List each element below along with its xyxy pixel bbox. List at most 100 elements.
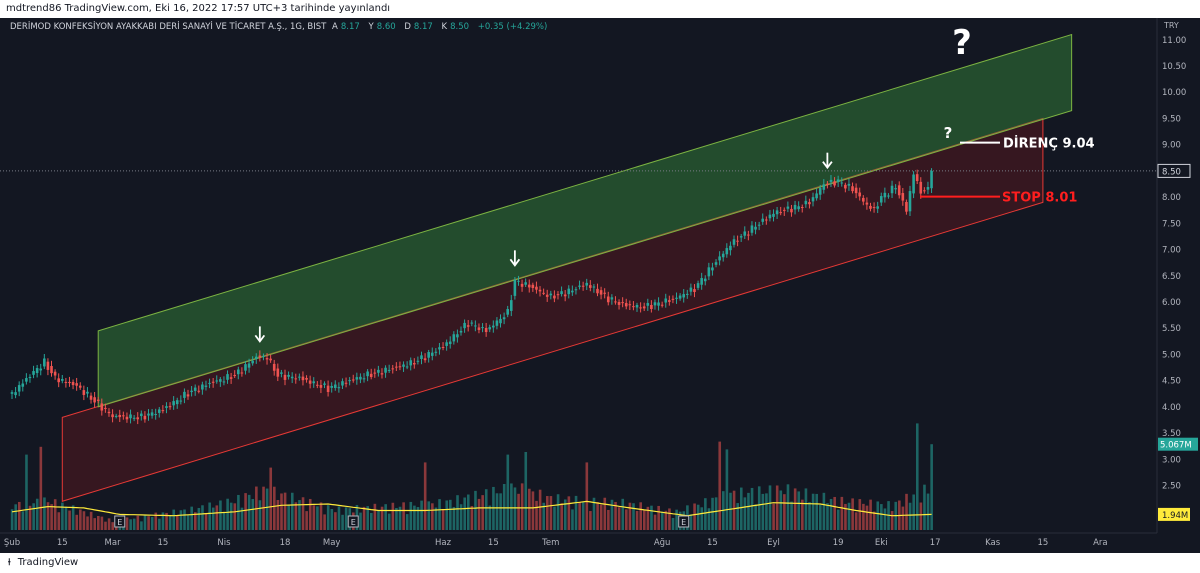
candle-body xyxy=(190,390,193,393)
volume-bar xyxy=(520,483,524,530)
volume-bar xyxy=(395,507,398,530)
candle-body xyxy=(283,374,287,380)
candle-body xyxy=(68,381,71,384)
candle-body xyxy=(316,384,319,386)
volume-bar xyxy=(668,508,671,530)
volume-bar xyxy=(596,502,599,530)
volume-bar xyxy=(402,502,405,530)
candle-body xyxy=(844,184,847,189)
volume-bar xyxy=(808,502,811,530)
volume-bar xyxy=(538,489,542,530)
candle-body xyxy=(811,197,815,202)
green-channel xyxy=(97,33,1073,408)
x-tick-label: Kas xyxy=(985,538,1001,548)
earnings-marker xyxy=(347,515,359,528)
x-tick-label: Şub xyxy=(4,538,20,548)
candle-body xyxy=(714,262,718,265)
candle-body xyxy=(60,378,64,381)
volume-bar xyxy=(707,508,711,530)
volume-bar xyxy=(585,462,589,530)
volume-bar xyxy=(104,521,107,530)
volume-bar xyxy=(829,498,833,530)
volume-bar xyxy=(301,497,305,530)
candle-body xyxy=(409,360,413,366)
legend-low: D 8.17 xyxy=(404,22,433,32)
candle-body xyxy=(82,390,86,395)
candle-body xyxy=(883,192,887,198)
candle-body xyxy=(244,364,247,371)
candle-body xyxy=(517,280,520,282)
volume-bar xyxy=(930,444,933,530)
volume-bar xyxy=(308,498,312,530)
candle-body xyxy=(840,182,844,184)
volume-bar xyxy=(140,521,143,530)
volume-bar xyxy=(247,494,251,530)
volume-bar xyxy=(750,487,754,530)
y-tick-label: 5.50 xyxy=(1162,324,1181,334)
candle-body xyxy=(829,179,833,182)
candle-body xyxy=(560,291,563,295)
volume-bar xyxy=(646,506,650,530)
volume-bar xyxy=(664,510,668,530)
volume-bar xyxy=(474,490,477,530)
candle-body xyxy=(430,352,434,356)
candle-body xyxy=(596,288,599,294)
x-tick-label: 17 xyxy=(930,538,941,548)
candle-body xyxy=(732,239,736,245)
volume-bar xyxy=(599,504,603,530)
volume-bar xyxy=(883,508,887,530)
candle-body xyxy=(502,317,506,320)
candle-body xyxy=(290,376,294,379)
x-tick-label: May xyxy=(323,538,341,548)
candle-body xyxy=(161,410,165,412)
candle-body xyxy=(678,295,682,299)
volume-bar xyxy=(377,510,380,530)
candle-body xyxy=(495,320,499,326)
candle-body xyxy=(919,181,923,194)
candle-body xyxy=(499,318,502,324)
candle-body xyxy=(17,385,21,392)
small-question-mark: ? xyxy=(944,124,953,142)
candle-body xyxy=(657,302,660,306)
volume-bar xyxy=(625,509,628,530)
candle-body xyxy=(639,307,642,309)
volume-bar xyxy=(517,493,520,530)
candle-body xyxy=(140,413,143,417)
y-tick-label: 7.00 xyxy=(1162,246,1181,256)
candle-body xyxy=(391,368,395,370)
candle-body xyxy=(10,392,14,394)
volume-bar xyxy=(826,503,829,530)
candle-body xyxy=(646,303,650,306)
volume-bar xyxy=(265,488,269,530)
candle-body xyxy=(384,367,387,373)
candle-body xyxy=(506,309,509,315)
down-arrow-icon xyxy=(822,161,833,170)
volume-bar xyxy=(344,507,348,530)
candle-body xyxy=(689,287,693,292)
volume-bar xyxy=(312,505,316,530)
volume-bar xyxy=(32,503,35,530)
x-tick-label: Tem xyxy=(541,538,559,548)
chart-area[interactable]: TRY 11.00 10.50 10.00 9.50 9.00 8.50 8.00 7.50 7.… xyxy=(0,18,1200,553)
volume-bar xyxy=(786,484,790,530)
candle-body xyxy=(660,304,664,306)
volume-bar xyxy=(783,494,786,530)
x-tick-label: 15 xyxy=(1037,538,1048,548)
volume-bar xyxy=(391,502,395,530)
candle-body xyxy=(786,206,790,209)
candle-body xyxy=(215,380,219,382)
candle-body xyxy=(484,327,488,333)
candle-body xyxy=(143,415,147,420)
candle-body xyxy=(172,401,175,406)
publish-header: mdtrend86 TradingView.com, Eki 16, 2022 … xyxy=(0,0,1200,18)
candle-body xyxy=(362,378,366,380)
volume-bar xyxy=(132,518,136,530)
y-tick-label: 8.00 xyxy=(1162,193,1181,203)
candle-body xyxy=(628,304,632,306)
volume-bar xyxy=(107,518,111,530)
candle-body xyxy=(901,193,905,201)
price-chart[interactable]: TRY 11.00 10.50 10.00 9.50 9.00 8.50 8.00 7.50 7.… xyxy=(0,18,1200,553)
volume-bar xyxy=(761,493,765,530)
candle-body xyxy=(693,289,696,293)
candle-body xyxy=(617,302,621,305)
